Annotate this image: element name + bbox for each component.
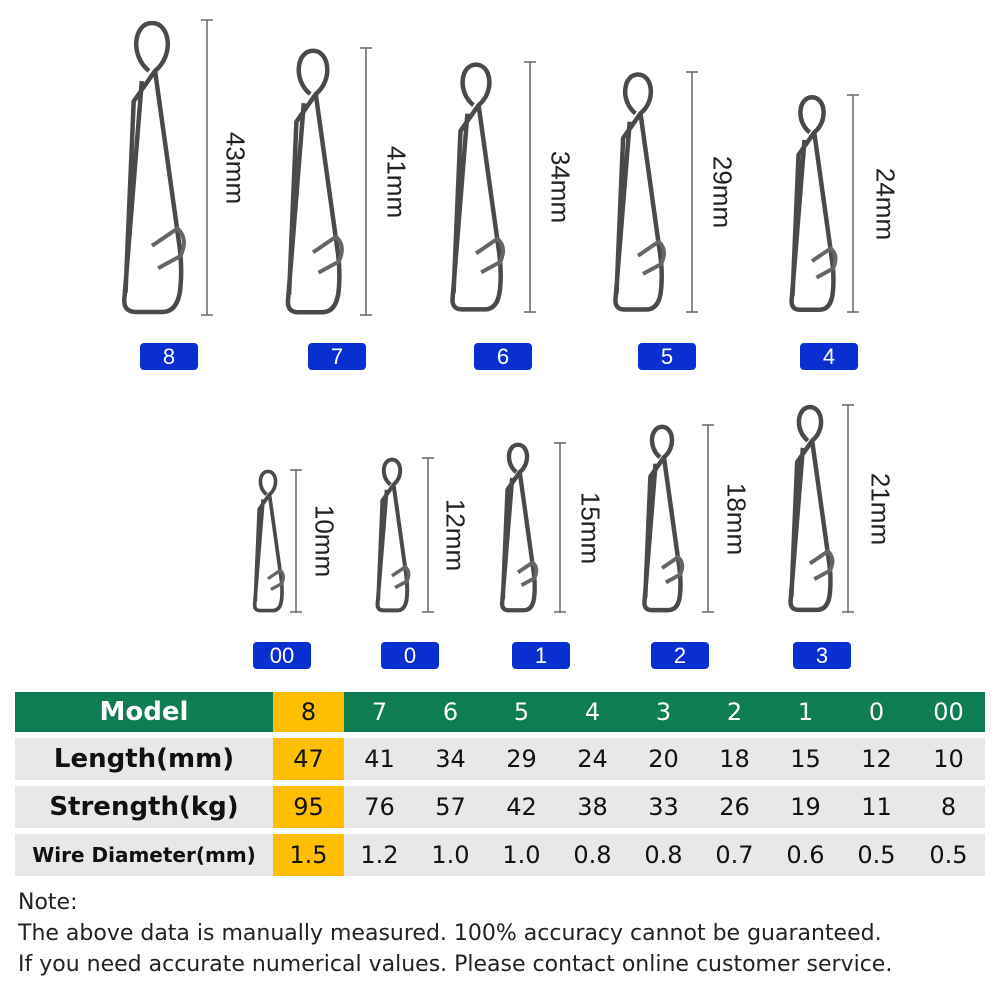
row-label: Strength(kg) bbox=[15, 786, 273, 828]
table-cell: 41 bbox=[344, 738, 415, 780]
header-cell: 3 bbox=[628, 692, 699, 732]
row-label: Length(mm) bbox=[15, 738, 273, 780]
length-label: 24mm bbox=[870, 167, 901, 240]
table-cell: 19 bbox=[770, 786, 841, 828]
table-cell: 1.5 bbox=[273, 834, 344, 876]
table-cell: 11 bbox=[841, 786, 912, 828]
table-header-row: Model 8 7 6 5 4 3 2 1 0 00 bbox=[15, 692, 985, 732]
snap-clip-3 bbox=[788, 404, 835, 613]
table-cell: 76 bbox=[344, 786, 415, 828]
model-badge: 4 bbox=[800, 343, 858, 370]
table-cell: 0.5 bbox=[841, 834, 912, 876]
table-cell: 8 bbox=[912, 786, 985, 828]
length-label: 12mm bbox=[440, 498, 471, 572]
table-cell: 57 bbox=[415, 786, 486, 828]
table-cell: 10 bbox=[912, 738, 985, 780]
dimension-line bbox=[290, 469, 302, 613]
table-cell: 1.2 bbox=[344, 834, 415, 876]
length-label: 21mm bbox=[865, 472, 896, 545]
dimension-line bbox=[201, 19, 213, 316]
table-cell: 12 bbox=[841, 738, 912, 780]
dimension-line bbox=[686, 71, 698, 313]
dimension-line bbox=[422, 457, 434, 613]
header-label: Model bbox=[15, 692, 273, 732]
table-row: Wire Diameter(mm) 1.5 1.2 1.0 1.0 0.8 0.8 0.7 0.… bbox=[15, 834, 985, 876]
length-label: 43mm bbox=[220, 131, 251, 204]
table-cell: 33 bbox=[628, 786, 699, 828]
model-badge: 7 bbox=[308, 343, 366, 370]
snap-clip-7 bbox=[285, 48, 344, 315]
snap-clip-8 bbox=[122, 20, 186, 315]
length-label: 18mm bbox=[721, 482, 752, 555]
header-cell: 00 bbox=[912, 692, 985, 732]
dimension-line bbox=[524, 61, 536, 313]
header-cell: 8 bbox=[273, 692, 344, 732]
table-cell: 42 bbox=[486, 786, 557, 828]
dimension-line bbox=[360, 47, 372, 316]
length-label: 10mm bbox=[309, 504, 340, 578]
table-cell: 34 bbox=[415, 738, 486, 780]
spec-table: Model 8 7 6 5 4 3 2 1 0 00 Length(mm) 47 4… bbox=[15, 686, 985, 882]
note-line: If you need accurate numerical values. P… bbox=[18, 952, 893, 977]
table-cell: 0.8 bbox=[557, 834, 628, 876]
table-cell: 1.0 bbox=[415, 834, 486, 876]
header-cell: 1 bbox=[770, 692, 841, 732]
snap-clip-1 bbox=[499, 442, 539, 613]
model-badge: 1 bbox=[512, 642, 570, 669]
model-badge: 2 bbox=[651, 642, 709, 669]
model-badge: 0 bbox=[381, 642, 439, 669]
row-label: Wire Diameter(mm) bbox=[15, 834, 273, 876]
snap-clip-2 bbox=[642, 424, 685, 613]
length-label: 34mm bbox=[545, 150, 576, 224]
table-cell: 20 bbox=[628, 738, 699, 780]
table-cell: 0.5 bbox=[912, 834, 985, 876]
table-cell: 0.8 bbox=[628, 834, 699, 876]
dimension-line bbox=[847, 94, 859, 313]
snap-clips-illustration bbox=[122, 19, 859, 613]
snap-clip-00 bbox=[252, 469, 285, 613]
header-cell: 2 bbox=[699, 692, 770, 732]
table-cell: 95 bbox=[273, 786, 344, 828]
table-cell: 0.7 bbox=[699, 834, 770, 876]
model-badge: 8 bbox=[140, 343, 198, 370]
snap-clip-6 bbox=[450, 62, 506, 312]
snap-clip-4 bbox=[789, 94, 838, 313]
dimension-line bbox=[702, 424, 714, 613]
table-row: Length(mm) 47 41 34 29 24 20 18 15 12 10 bbox=[15, 738, 985, 780]
header-cell: 4 bbox=[557, 692, 628, 732]
table-cell: 24 bbox=[557, 738, 628, 780]
table-cell: 0.6 bbox=[770, 834, 841, 876]
header-cell: 7 bbox=[344, 692, 415, 732]
note-line: The above data is manually measured. 100… bbox=[18, 921, 882, 946]
table-cell: 1.0 bbox=[486, 834, 557, 876]
length-label: 29mm bbox=[707, 155, 738, 229]
snap-clip-0 bbox=[375, 457, 411, 613]
snap-clip-5 bbox=[613, 72, 666, 312]
header-cell: 5 bbox=[486, 692, 557, 732]
table-cell: 18 bbox=[699, 738, 770, 780]
table-cell: 15 bbox=[770, 738, 841, 780]
model-badge: 3 bbox=[793, 642, 851, 669]
header-cell: 0 bbox=[841, 692, 912, 732]
table-row: Strength(kg) 95 76 57 42 38 33 26 19 11 8 bbox=[15, 786, 985, 828]
header-cell: 6 bbox=[415, 692, 486, 732]
dimension-line bbox=[554, 442, 566, 613]
table-cell: 26 bbox=[699, 786, 770, 828]
model-badge: 6 bbox=[474, 343, 532, 370]
table-cell: 29 bbox=[486, 738, 557, 780]
dimension-line bbox=[842, 404, 854, 613]
length-label: 41mm bbox=[381, 145, 412, 218]
table-cell: 38 bbox=[557, 786, 628, 828]
length-label: 15mm bbox=[575, 491, 606, 564]
table-cell: 47 bbox=[273, 738, 344, 780]
note-title: Note: bbox=[18, 890, 78, 915]
model-badge: 00 bbox=[253, 642, 311, 669]
model-badge: 5 bbox=[638, 343, 696, 370]
